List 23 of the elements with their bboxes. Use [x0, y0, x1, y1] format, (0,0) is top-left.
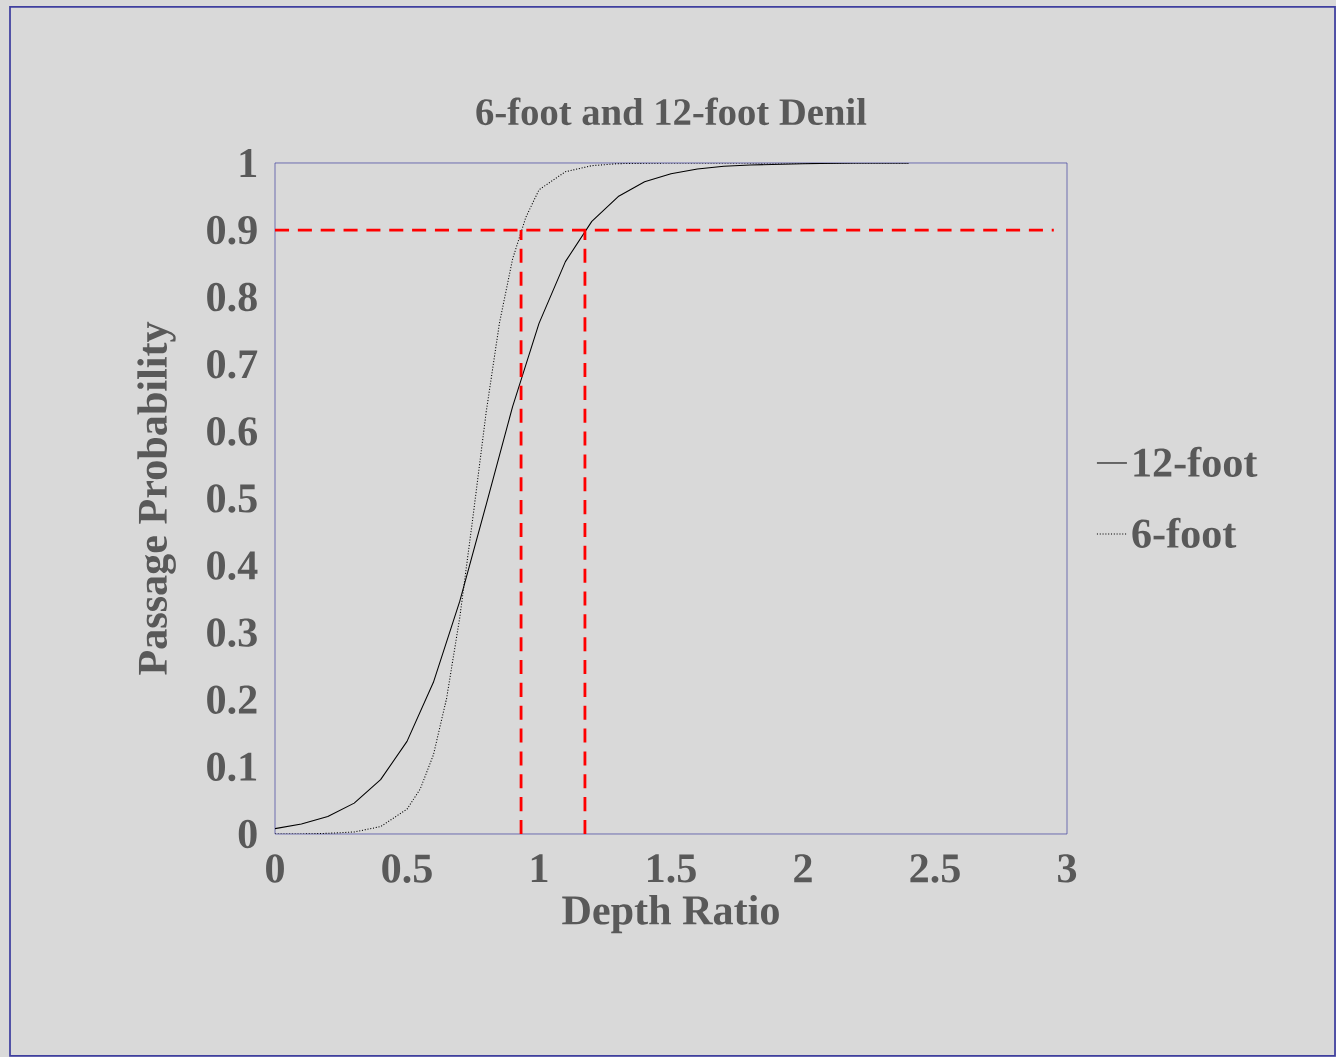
y-tick-label: 0.1 [207, 752, 257, 782]
x-tick-label: 0.5 [382, 854, 432, 883]
y-tick-label: 0.8 [207, 282, 257, 312]
x-axis-title: Depth Ratio [562, 894, 779, 934]
x-tick-label: 2.5 [910, 854, 960, 883]
y-tick-label: 0.9 [207, 215, 257, 245]
x-tick-label: 1 [531, 854, 548, 883]
legend-label: 6-foot [1132, 517, 1237, 548]
y-tick-label: 0.6 [207, 417, 258, 446]
x-tick-label: 0 [266, 854, 284, 883]
legend-label: 12-foot [1134, 446, 1258, 477]
y-tick-label: 0.7 [207, 349, 258, 379]
y-tick-label: 0.5 [207, 484, 257, 513]
y-tick-label: 0.4 [207, 551, 258, 580]
x-tick-label: 1.5 [648, 854, 696, 883]
y-tick-label: 0 [238, 819, 257, 849]
y-tick-label: 0.3 [207, 618, 257, 648]
x-tick-label: 3 [1058, 854, 1077, 883]
x-tick-label: 2 [794, 854, 812, 883]
y-tick-label: 1 [240, 149, 257, 177]
y-axis-title: Passage Probability [137, 321, 176, 675]
chart-title: 6-foot and 12-foot Denil [476, 97, 867, 126]
y-tick-label: 0.2 [207, 685, 257, 715]
